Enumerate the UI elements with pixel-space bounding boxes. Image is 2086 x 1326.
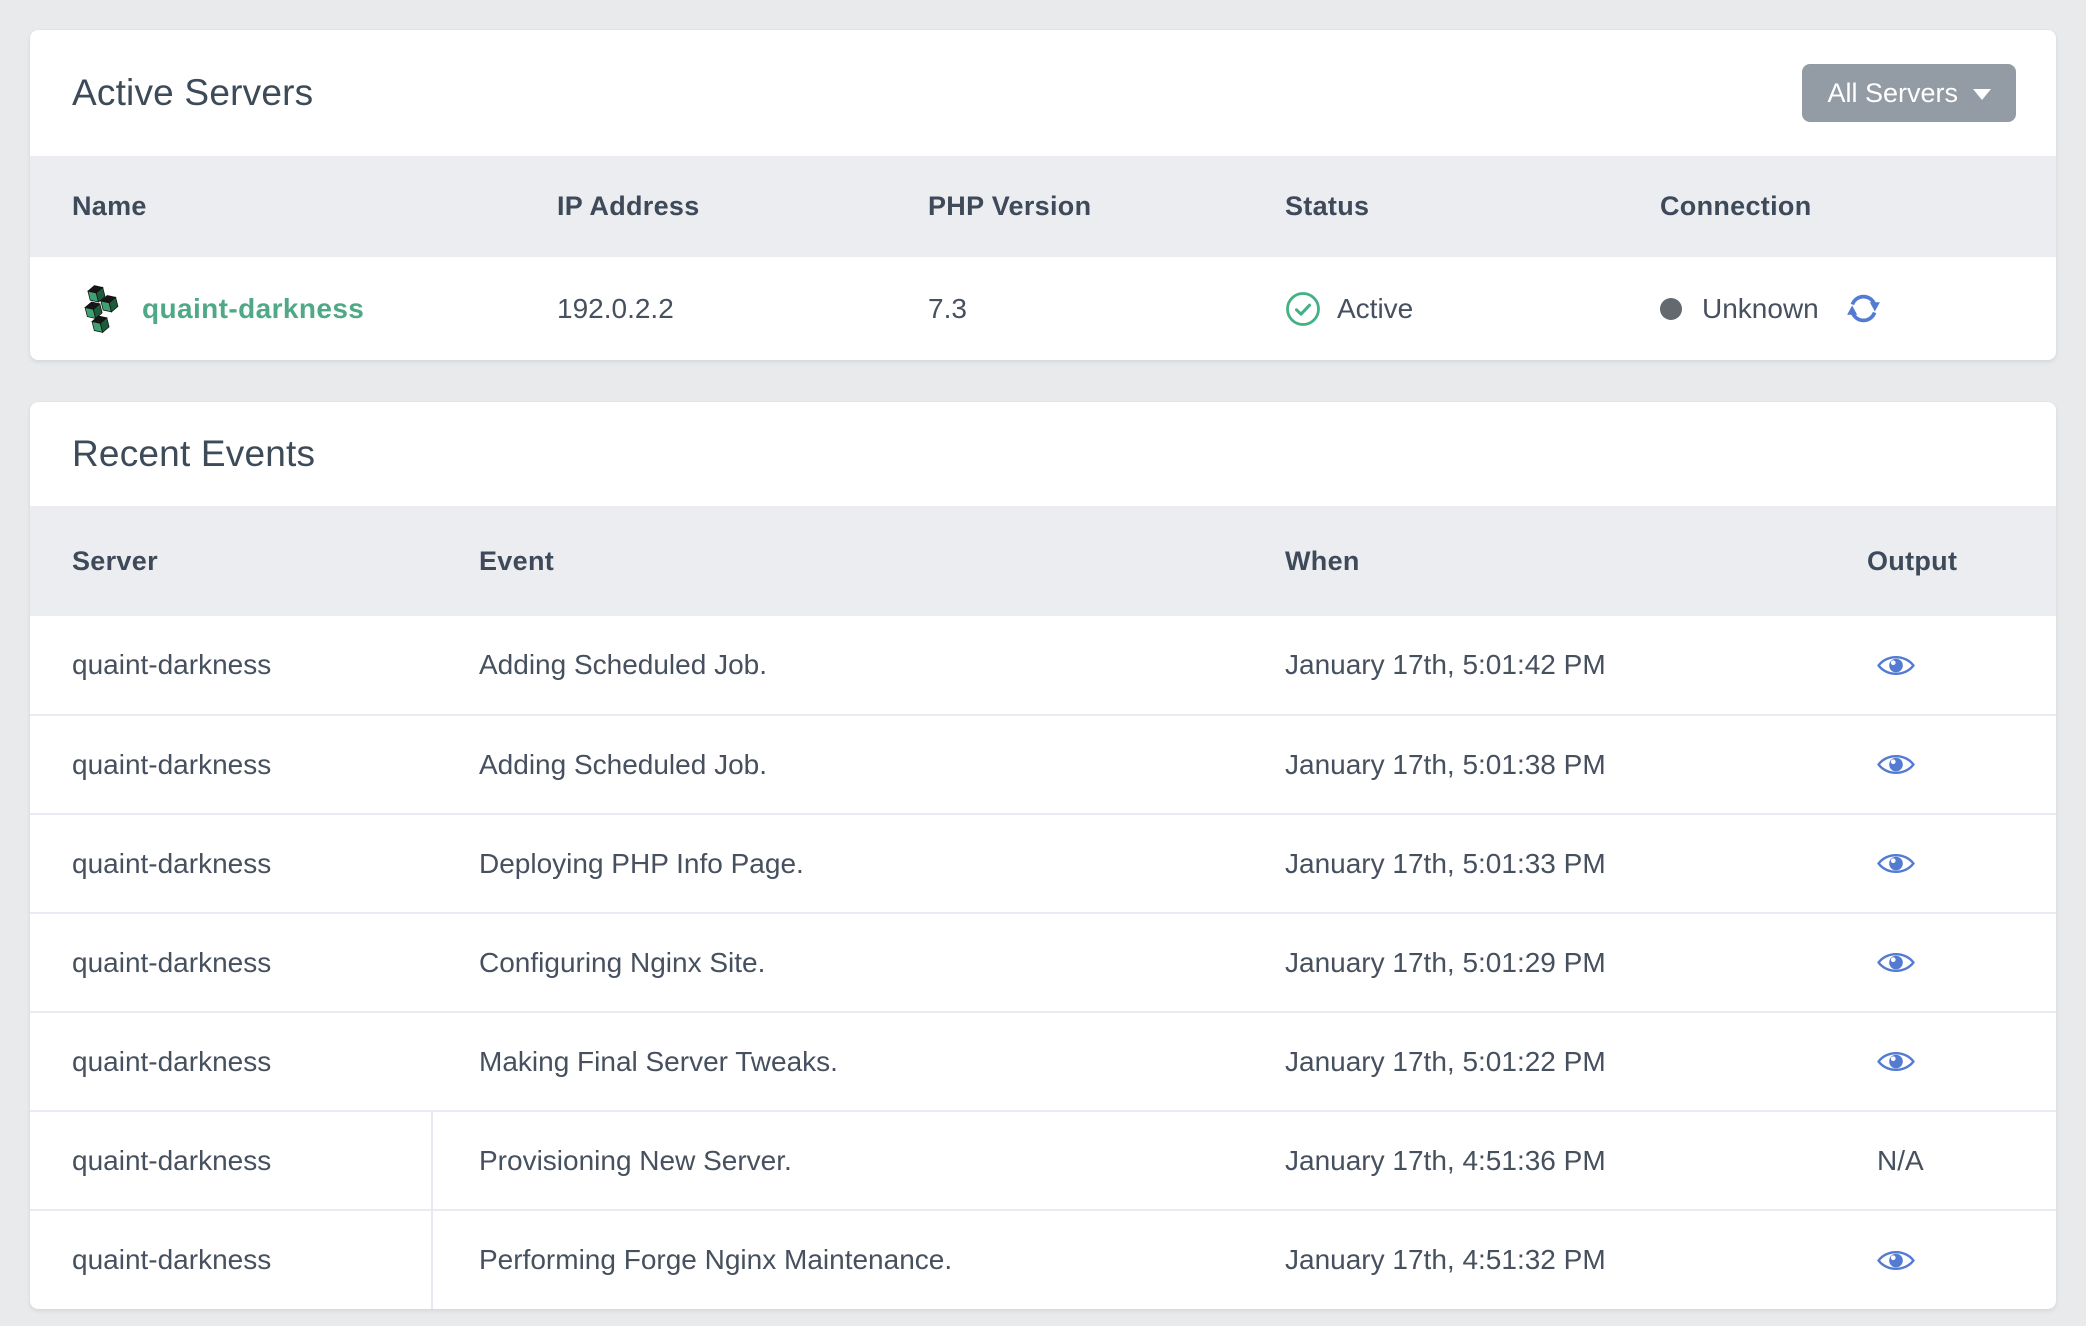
recent-events-card: Recent Events Server Event When Output q…: [30, 402, 2056, 1309]
eye-icon[interactable]: [1877, 651, 1915, 680]
forge-dashboard: { "active_servers": { "title": "Active S…: [0, 30, 2086, 1326]
server-ip: 192.0.2.2: [557, 292, 674, 324]
event-row: quaint-darkness Adding Scheduled Job. Ja…: [30, 616, 2056, 715]
event-server: quaint-darkness: [30, 813, 479, 913]
event-row: quaint-darkness Performing Forge Nginx M…: [30, 1209, 2056, 1309]
event-timestamp: January 17th, 5:01:22 PM: [1285, 1011, 1867, 1111]
recent-events-header: Recent Events: [30, 402, 2056, 506]
event-description: Adding Scheduled Job.: [479, 714, 1285, 814]
column-header-ip-address: IP Address: [557, 156, 928, 257]
column-header-name: Name: [30, 156, 557, 257]
column-header-output: Output: [1867, 506, 2056, 616]
eye-icon[interactable]: [1877, 1047, 1915, 1076]
event-server: quaint-darkness: [30, 912, 479, 1012]
event-description: Deploying PHP Info Page.: [479, 813, 1285, 913]
active-servers-header: Active Servers All Servers: [30, 30, 2056, 156]
active-servers-card: Active Servers All Servers Name IP Addre…: [30, 30, 2056, 360]
active-servers-table: Name IP Address PHP Version Status Conne…: [30, 156, 2056, 360]
all-servers-dropdown-label: All Servers: [1827, 77, 1958, 108]
dot-icon: [1660, 297, 1682, 320]
event-output-na: N/A: [1877, 1144, 1924, 1176]
refresh-icon[interactable]: [1845, 290, 1882, 327]
event-timestamp: January 17th, 4:51:36 PM: [1285, 1110, 1867, 1210]
event-timestamp: January 17th, 5:01:29 PM: [1285, 912, 1867, 1012]
column-header-server: Server: [30, 506, 479, 616]
eye-icon[interactable]: [1877, 849, 1915, 878]
cubes-icon: [80, 282, 124, 336]
event-timestamp: January 17th, 5:01:33 PM: [1285, 813, 1867, 913]
caret-down-icon: [1973, 89, 1991, 100]
event-timestamp: January 17th, 4:51:32 PM: [1285, 1209, 1867, 1309]
server-status-label: Active: [1337, 292, 1414, 324]
event-row: quaint-darkness Configuring Nginx Site. …: [30, 912, 2056, 1012]
connection-status-label: Unknown: [1702, 292, 1819, 324]
event-timestamp: January 17th, 5:01:38 PM: [1285, 714, 1867, 814]
column-header-status: Status: [1285, 156, 1660, 257]
eye-icon[interactable]: [1877, 948, 1915, 977]
event-server: quaint-darkness: [72, 649, 272, 680]
event-server: quaint-darkness: [30, 1209, 479, 1309]
event-description: Provisioning New Server.: [479, 1110, 1285, 1210]
check-circle-icon: [1285, 291, 1321, 327]
server-php-version: 7.3: [928, 292, 967, 324]
server-row: quaint-darkness 192.0.2.2 7.3 Active: [30, 257, 2056, 360]
event-description: Performing Forge Nginx Maintenance.: [479, 1209, 1285, 1309]
recent-events-table: Server Event When Output quaint-darkness…: [30, 506, 2056, 1309]
server-name-link[interactable]: quaint-darkness: [142, 292, 365, 324]
all-servers-dropdown[interactable]: All Servers: [1802, 64, 2016, 122]
event-server: quaint-darkness: [30, 1011, 479, 1111]
eye-icon[interactable]: [1877, 750, 1915, 779]
event-description: Configuring Nginx Site.: [479, 912, 1285, 1012]
servers-header-row: Name IP Address PHP Version Status Conne…: [30, 156, 2056, 257]
event-server: quaint-darkness: [30, 1110, 479, 1210]
column-header-php-version: PHP Version: [928, 156, 1285, 257]
event-timestamp: January 17th, 5:01:42 PM: [1285, 649, 1606, 680]
event-row: quaint-darkness Provisioning New Server.…: [30, 1110, 2056, 1210]
column-header-connection: Connection: [1660, 156, 2056, 257]
event-row: quaint-darkness Deploying PHP Info Page.…: [30, 813, 2056, 913]
recent-events-title: Recent Events: [72, 433, 316, 474]
event-server: quaint-darkness: [30, 714, 479, 814]
events-header-row: Server Event When Output: [30, 506, 2056, 616]
event-description: Making Final Server Tweaks.: [479, 1011, 1285, 1111]
event-description: Adding Scheduled Job.: [479, 649, 767, 680]
active-servers-title: Active Servers: [72, 72, 314, 113]
event-row: quaint-darkness Making Final Server Twea…: [30, 1011, 2056, 1111]
event-row: quaint-darkness Adding Scheduled Job. Ja…: [30, 714, 2056, 814]
column-header-when: When: [1285, 506, 1867, 616]
column-header-event: Event: [479, 506, 1285, 616]
eye-icon[interactable]: [1877, 1246, 1915, 1275]
